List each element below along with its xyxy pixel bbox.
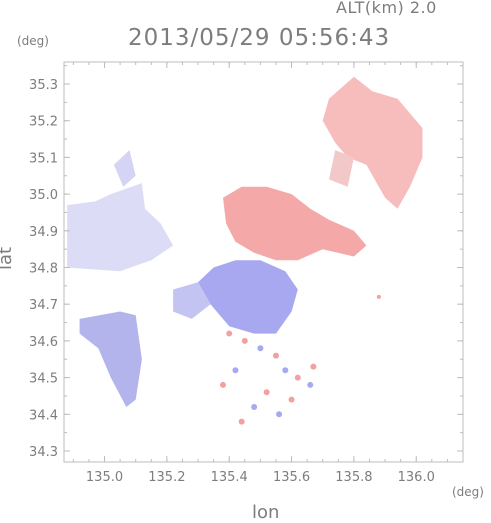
y-tick-label: 35.2 <box>29 115 58 130</box>
speckle <box>238 418 245 425</box>
speckle <box>276 411 283 418</box>
plot-frame <box>63 61 464 463</box>
timestamp-title: 2013/05/29 05:56:43 <box>128 25 391 51</box>
speckle <box>241 337 248 344</box>
axis-ticks: 135.0 135.2 135.4 135.6 135.8 136.0 34.3 34.4 34… <box>29 62 463 485</box>
region-west-strip <box>113 150 136 187</box>
speckle <box>294 374 301 381</box>
x-axis-label: lon <box>252 502 280 523</box>
lon-unit-label: (deg) <box>452 485 484 499</box>
speckle <box>263 389 270 396</box>
y-tick-label: 35.3 <box>29 78 58 93</box>
x-tick-label: 135.6 <box>273 470 310 485</box>
region-northeast-low <box>329 150 354 187</box>
plot-border <box>63 61 464 463</box>
speckle <box>288 396 295 403</box>
region-central <box>223 186 367 261</box>
x-tick-label: 135.2 <box>148 470 185 485</box>
y-tick-label: 34.8 <box>29 262 58 277</box>
y-tick-label: 35.0 <box>29 188 58 203</box>
y-tick-label: 34.6 <box>29 335 58 350</box>
region-northeast <box>322 76 423 209</box>
region-centersouth <box>198 260 298 334</box>
region-southwest <box>79 311 142 407</box>
speckle <box>251 403 258 410</box>
speckle <box>219 381 226 388</box>
y-tick-label: 34.5 <box>29 372 58 387</box>
region-west <box>67 183 174 272</box>
altitude-label: ALT(km) 2.0 <box>336 0 437 17</box>
velocity-field <box>67 76 423 425</box>
lat-unit-label: (deg) <box>17 34 49 48</box>
speckle <box>257 345 264 352</box>
y-tick-label: 34.4 <box>29 408 58 423</box>
speckle <box>310 363 317 370</box>
x-tick-label: 135.8 <box>335 470 372 485</box>
speckle <box>307 381 314 388</box>
y-tick-label: 35.1 <box>29 151 58 166</box>
region-center-west <box>173 282 211 319</box>
speckle <box>282 367 289 374</box>
y-tick-label: 34.9 <box>29 225 58 240</box>
x-tick-label: 136.0 <box>398 470 435 485</box>
speckle <box>232 367 239 374</box>
speckle <box>376 294 381 299</box>
y-tick-label: 34.7 <box>29 298 58 313</box>
x-tick-label: 135.4 <box>211 470 248 485</box>
speckle <box>272 352 279 359</box>
y-tick-label: 34.3 <box>29 445 58 460</box>
speckle <box>226 330 233 337</box>
x-tick-label: 135.0 <box>86 470 123 485</box>
